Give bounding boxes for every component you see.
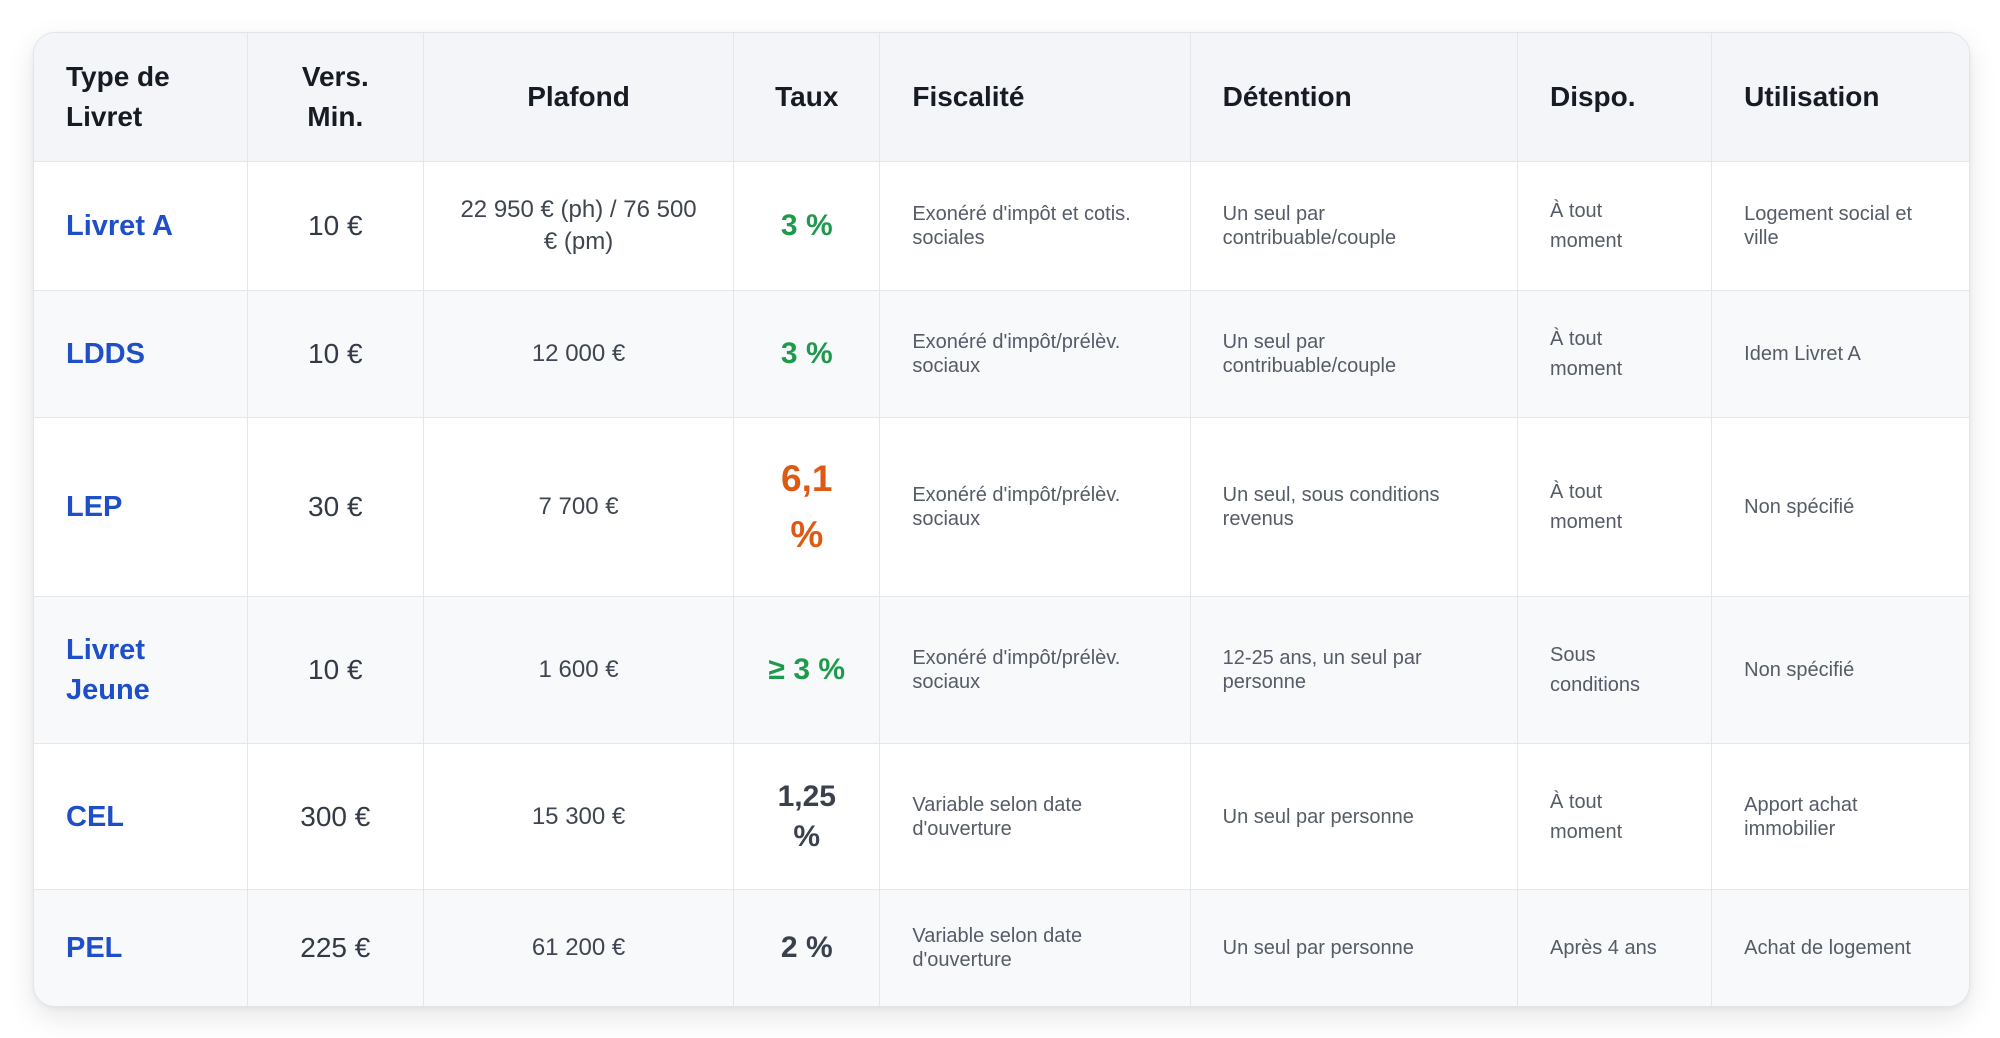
cell-plafond: 22 950 € (ph) / 76 500 € (pm) <box>423 161 735 291</box>
cell-type: Livret A <box>34 161 248 291</box>
cell-fiscalite: Exonéré d'impôt/prélèv. sociaux <box>879 290 1191 418</box>
cell-type: LEP <box>34 417 248 597</box>
header-fiscalite: Fiscalité <box>879 33 1191 162</box>
cell-taux: 3 % <box>733 161 881 291</box>
cell-dispo: À tout moment <box>1517 290 1713 418</box>
table-row: LDDS 10 € 12 000 € 3 % Exonéré d'impôt/p… <box>34 290 1969 418</box>
cell-type: PEL <box>34 889 248 1006</box>
cell-type: LDDS <box>34 290 248 418</box>
cell-detention: Un seul par personne <box>1190 889 1518 1006</box>
cell-taux: 6,1 % <box>733 417 881 597</box>
table-row: Livret Jeune 10 € 1 600 € ≥ 3 % Exonéré … <box>34 596 1969 744</box>
header-type: Type de Livret <box>34 33 248 162</box>
cell-fiscalite: Exonéré d'impôt/prélèv. sociaux <box>879 417 1191 597</box>
cell-utilisation: Apport achat immobilier <box>1711 743 1969 890</box>
cell-vers-min: 10 € <box>247 596 424 744</box>
cell-dispo: Après 4 ans <box>1517 889 1713 1006</box>
cell-plafond: 15 300 € <box>423 743 735 890</box>
cell-utilisation: Non spécifié <box>1711 596 1969 744</box>
cell-detention: Un seul par contribuable/couple <box>1190 290 1518 418</box>
cell-plafond: 12 000 € <box>423 290 735 418</box>
cell-plafond: 1 600 € <box>423 596 735 744</box>
cell-taux: 2 % <box>733 889 881 1006</box>
cell-utilisation: Achat de logement <box>1711 889 1969 1006</box>
cell-vers-min: 225 € <box>247 889 424 1006</box>
table-row: LEP 30 € 7 700 € 6,1 % Exonéré d'impôt/p… <box>34 417 1969 597</box>
savings-comparison-table: Type de Livret Vers. Min. Plafond Taux F… <box>34 33 1969 1006</box>
cell-dispo: À tout moment <box>1517 161 1713 291</box>
cell-detention: Un seul par contribuable/couple <box>1190 161 1518 291</box>
cell-plafond: 61 200 € <box>423 889 735 1006</box>
cell-taux: 1,25 % <box>733 743 881 890</box>
header-utilisation: Utilisation <box>1711 33 1969 162</box>
cell-vers-min: 10 € <box>247 161 424 291</box>
cell-fiscalite: Variable selon date d'ouverture <box>879 889 1191 1006</box>
header-taux: Taux <box>733 33 881 162</box>
cell-taux: ≥ 3 % <box>733 596 881 744</box>
header-detention: Détention <box>1190 33 1518 162</box>
cell-utilisation: Logement social et ville <box>1711 161 1969 291</box>
header-plafond: Plafond <box>423 33 735 162</box>
table-row: CEL 300 € 15 300 € 1,25 % Variable selon… <box>34 743 1969 890</box>
cell-utilisation: Idem Livret A <box>1711 290 1969 418</box>
cell-vers-min: 10 € <box>247 290 424 418</box>
cell-type: CEL <box>34 743 248 890</box>
cell-dispo: Sous conditions <box>1517 596 1713 744</box>
cell-dispo: À tout moment <box>1517 743 1713 890</box>
cell-detention: Un seul par personne <box>1190 743 1518 890</box>
table-row: PEL 225 € 61 200 € 2 % Variable selon da… <box>34 889 1969 1006</box>
table-row: Livret A 10 € 22 950 € (ph) / 76 500 € (… <box>34 161 1969 291</box>
cell-utilisation: Non spécifié <box>1711 417 1969 597</box>
cell-vers-min: 300 € <box>247 743 424 890</box>
cell-plafond: 7 700 € <box>423 417 735 597</box>
cell-fiscalite: Variable selon date d'ouverture <box>879 743 1191 890</box>
header-vers-min: Vers. Min. <box>247 33 424 162</box>
cell-vers-min: 30 € <box>247 417 424 597</box>
table-header-row: Type de Livret Vers. Min. Plafond Taux F… <box>34 33 1969 162</box>
cell-detention: 12-25 ans, un seul par personne <box>1190 596 1518 744</box>
cell-detention: Un seul, sous conditions revenus <box>1190 417 1518 597</box>
savings-comparison-card: Type de Livret Vers. Min. Plafond Taux F… <box>33 32 1970 1007</box>
header-dispo: Dispo. <box>1517 33 1713 162</box>
cell-dispo: À tout moment <box>1517 417 1713 597</box>
cell-type: Livret Jeune <box>34 596 248 744</box>
cell-fiscalite: Exonéré d'impôt/prélèv. sociaux <box>879 596 1191 744</box>
cell-taux: 3 % <box>733 290 881 418</box>
cell-fiscalite: Exonéré d'impôt et cotis. sociales <box>879 161 1191 291</box>
